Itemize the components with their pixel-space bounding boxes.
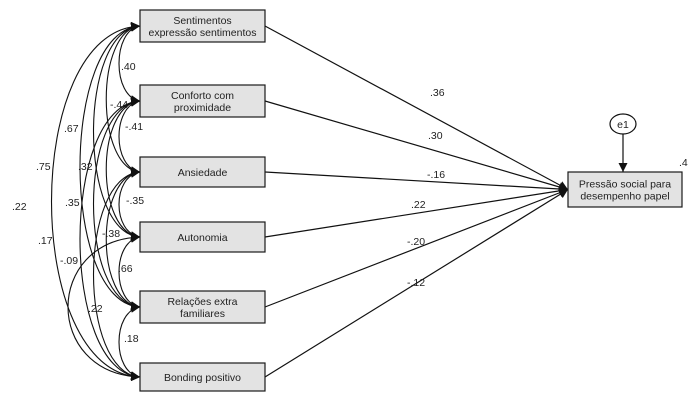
path-ansiedade bbox=[264, 171, 569, 194]
correlation-value: .67 bbox=[64, 123, 79, 135]
correlation-value: .35 bbox=[65, 197, 80, 209]
node-box bbox=[567, 171, 683, 208]
node-box bbox=[139, 290, 266, 324]
path-coefficient: -.12 bbox=[407, 277, 425, 289]
correlation-sentimentos-autonomia bbox=[93, 22, 141, 241]
node-label: desempenho papel bbox=[580, 191, 669, 203]
node-box bbox=[139, 221, 266, 253]
node-label: expressão sentimentos bbox=[149, 27, 257, 39]
path-sentimentos bbox=[264, 25, 569, 191]
correlation-value: -.38 bbox=[102, 228, 120, 240]
correlation-value: -.44 bbox=[110, 99, 128, 111]
node-label: Bonding positivo bbox=[164, 372, 241, 384]
correlation-value: .66 bbox=[118, 263, 133, 275]
regression-paths: .36 .30 -.16 .22 -.20 -.12 bbox=[264, 25, 569, 378]
correlation-ansiedade-relacoes bbox=[105, 168, 141, 311]
node-label: familiares bbox=[180, 308, 225, 320]
node-label: Pressão social para bbox=[579, 179, 671, 191]
correlation-sentimentos-ansiedade bbox=[105, 22, 141, 176]
node-ansiedade: Ansiedade bbox=[139, 156, 266, 188]
path-conforto bbox=[264, 100, 569, 192]
node-label: Conforto com bbox=[171, 90, 234, 102]
node-label: Sentimentos bbox=[173, 15, 231, 27]
correlation-value: .40 bbox=[121, 61, 136, 73]
node-bonding: Bonding positivo bbox=[139, 362, 266, 392]
error-label: e1 bbox=[617, 119, 629, 131]
correlation-value: -.35 bbox=[126, 195, 144, 207]
node-label: Relações extra bbox=[167, 296, 237, 308]
node-label: proximidade bbox=[174, 102, 231, 114]
node-label: Ansiedade bbox=[178, 167, 228, 179]
path-coefficient: -.20 bbox=[407, 236, 425, 248]
correlation-sentimentos-bonding bbox=[51, 21, 141, 382]
node-box bbox=[139, 156, 266, 188]
correlation-conforto-autonomia bbox=[105, 97, 141, 241]
node-autonomia: Autonomia bbox=[139, 221, 266, 253]
path-coefficient: -.16 bbox=[427, 169, 445, 181]
node-box bbox=[139, 362, 266, 392]
r-squared-label: .4 bbox=[679, 157, 688, 169]
correlation-value: .75 bbox=[36, 161, 51, 173]
node-box bbox=[139, 9, 266, 43]
correlation-arcs: .40-.41-.35.66.18-.44.32-.38.67.35-.09.7… bbox=[12, 21, 144, 382]
correlation-value: .18 bbox=[124, 333, 139, 345]
correlation-autonomia-bonding bbox=[67, 232, 141, 382]
path-coefficient: .36 bbox=[430, 87, 445, 99]
path-bonding bbox=[264, 188, 569, 378]
path-coefficient: .22 bbox=[411, 199, 426, 211]
correlation-conforto-relacoes bbox=[92, 97, 141, 311]
correlation-value: -.09 bbox=[60, 255, 78, 267]
correlation-value: .22 bbox=[12, 201, 27, 213]
path-coefficient: .30 bbox=[428, 130, 443, 142]
correlation-value: -.41 bbox=[125, 121, 143, 133]
error-term-e1: e1 bbox=[609, 113, 637, 172]
node-box bbox=[139, 84, 266, 118]
path-autonomia bbox=[264, 186, 569, 238]
correlation-value: .22 bbox=[88, 303, 103, 315]
node-label: Autonomia bbox=[177, 232, 227, 244]
path-relacoes bbox=[264, 188, 569, 308]
correlation-ansiedade-bonding bbox=[92, 168, 141, 381]
correlation-value: .17 bbox=[38, 235, 53, 247]
correlation-sentimentos-relacoes bbox=[79, 21, 141, 312]
correlation-conforto-bonding bbox=[79, 96, 141, 382]
